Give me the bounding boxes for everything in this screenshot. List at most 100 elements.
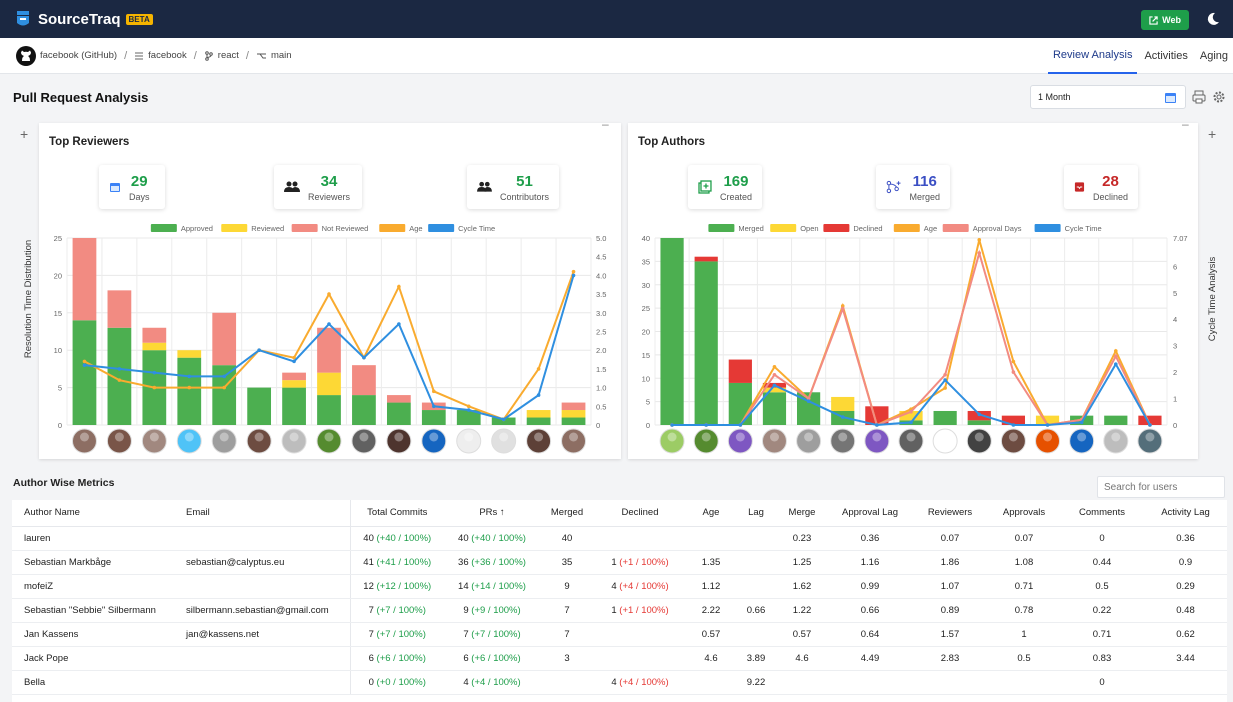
tab-activities[interactable]: Activities xyxy=(1144,50,1188,62)
dark-mode-moon-icon[interactable] xyxy=(1205,11,1221,27)
bar-merged xyxy=(660,238,684,425)
author-email xyxy=(174,574,350,599)
merge-icon xyxy=(886,180,901,194)
column-header[interactable]: Activity Lag xyxy=(1144,500,1227,527)
app-name[interactable]: SourceTraq xyxy=(38,10,121,28)
table-row[interactable]: Sebastian Markbåge sebastian@calyptus.eu 4… xyxy=(12,550,1227,575)
breadcrumb-org[interactable]: facebook xyxy=(134,50,187,61)
collapse-icon[interactable]: – xyxy=(1182,117,1189,131)
reviewers xyxy=(912,670,988,695)
author-email xyxy=(174,646,350,671)
user-avatar xyxy=(176,428,202,454)
lag xyxy=(736,574,776,599)
user-avatar xyxy=(141,428,167,454)
column-header[interactable]: Approvals xyxy=(988,500,1060,527)
settings-gear-icon[interactable] xyxy=(1212,90,1226,104)
column-header[interactable]: Comments xyxy=(1060,500,1144,527)
prs: 4 (+4 / 100%) xyxy=(444,670,540,695)
age: 1.35 xyxy=(686,550,736,575)
y-tick-label: 5 xyxy=(646,398,650,407)
activity-lag: 0.48 xyxy=(1144,598,1227,623)
value: 0 xyxy=(368,676,377,688)
merge: 1.25 xyxy=(776,550,828,575)
people-icon xyxy=(477,181,492,192)
bar-not-reviewed xyxy=(107,290,132,328)
line-point xyxy=(536,367,541,371)
line-point xyxy=(772,383,777,388)
column-header[interactable]: Total Commits xyxy=(349,500,444,527)
breadcrumb-branch[interactable]: main xyxy=(256,50,292,61)
column-header[interactable]: Author Name xyxy=(12,500,174,527)
bar-not-reviewed xyxy=(72,238,97,321)
tab-aging[interactable]: Aging xyxy=(1199,50,1228,62)
bar-merged xyxy=(796,392,821,425)
breadcrumb-github[interactable]: facebook (GitHub) xyxy=(16,45,117,66)
legend-swatch xyxy=(379,224,406,232)
bar-reviewed xyxy=(177,350,202,358)
column-header[interactable]: Reviewers xyxy=(912,500,988,527)
column-header[interactable]: Approval Lag xyxy=(828,500,912,527)
y-right-tick-label: 2 xyxy=(1173,368,1177,377)
print-icon[interactable] xyxy=(1192,90,1206,104)
bar-approved xyxy=(282,387,306,425)
y-tick-label: 15 xyxy=(54,309,62,318)
table-row[interactable]: lauren 40 (+40 / 100%) 40 (+40 / 100%) 40 0.… xyxy=(12,526,1227,551)
y-right-tick-label: 7.07 xyxy=(1173,234,1188,243)
value: 4 xyxy=(611,676,620,688)
value: 4 xyxy=(611,580,620,592)
user-avatar xyxy=(727,428,753,454)
line-point xyxy=(909,409,913,414)
declined xyxy=(594,622,686,647)
org-icon xyxy=(135,52,144,59)
table-row[interactable]: Bella 0 (+0 / 100%) 4 (+4 / 100%) 4 (+4 / 1… xyxy=(12,670,1227,695)
add-widget-plus-icon[interactable]: + xyxy=(1208,126,1217,142)
column-header[interactable]: Merge xyxy=(776,500,828,527)
web-button[interactable]: Web xyxy=(1141,10,1189,30)
delta: (+4 / 100%) xyxy=(619,676,669,688)
activity-lag xyxy=(1144,670,1227,695)
approvals: 0.5 xyxy=(988,646,1060,671)
y-tick-label: 15 xyxy=(642,351,650,360)
collapse-icon[interactable]: – xyxy=(602,117,609,131)
column-header[interactable]: Declined xyxy=(594,500,686,527)
breadcrumb-separator: / xyxy=(193,49,197,62)
table-row[interactable]: Jan Kassens jan@kassens.net 7 (+7 / 100%) 7… xyxy=(12,622,1227,647)
add-widget-plus-icon[interactable]: + xyxy=(20,126,29,142)
merged: 35 xyxy=(540,550,594,575)
period-select[interactable]: 1 Month xyxy=(1030,85,1186,109)
column-header[interactable]: PRs ↑ xyxy=(444,500,540,527)
delta: (+4 / 100%) xyxy=(619,580,669,592)
column-header[interactable]: Lag xyxy=(736,500,776,527)
comments: 0.71 xyxy=(1060,622,1144,647)
table-row[interactable]: mofeiZ 12 (+12 / 100%) 14 (+14 / 100%) 9 4 (… xyxy=(12,574,1227,599)
avatar-head xyxy=(974,432,984,442)
line-point xyxy=(806,396,811,401)
value: 7 xyxy=(368,604,377,616)
table-row[interactable]: Sebastian "Sebbie" Silbermann silbermann.… xyxy=(12,598,1227,623)
column-header[interactable]: Age xyxy=(686,500,736,527)
merged: 7 xyxy=(540,598,594,623)
line-point xyxy=(362,355,366,360)
legend-label: Merged xyxy=(738,224,763,233)
bar-approved xyxy=(456,410,481,425)
legend-swatch xyxy=(291,224,318,232)
reviewers: 1.86 xyxy=(912,550,988,575)
reviewers: 1.07 xyxy=(912,574,988,599)
value-with-delta: 7 (+7 / 100%) xyxy=(463,629,520,640)
comments: 0.5 xyxy=(1060,574,1144,599)
author-email xyxy=(174,670,350,695)
prs: 36 (+36 / 100%) xyxy=(444,550,540,575)
tab-review-analysis[interactable]: Review Analysis xyxy=(1047,38,1138,74)
merge xyxy=(776,670,828,695)
line-point xyxy=(466,408,471,412)
value-with-delta: 14 (+14 / 100%) xyxy=(458,581,526,592)
column-header[interactable]: Merged xyxy=(540,500,594,527)
avatar-head xyxy=(769,432,779,442)
delta: (+6 / 100%) xyxy=(376,652,426,664)
column-header[interactable]: Email xyxy=(174,500,350,527)
value-with-delta: 12 (+12 / 100%) xyxy=(363,581,431,592)
breadcrumb-repo[interactable]: react xyxy=(204,50,239,61)
search-users-input[interactable] xyxy=(1097,476,1225,498)
total-commits: 41 (+41 / 100%) xyxy=(349,550,444,575)
table-row[interactable]: Jack Pope 6 (+6 / 100%) 6 (+6 / 100%) 3 4.6 3… xyxy=(12,646,1227,671)
